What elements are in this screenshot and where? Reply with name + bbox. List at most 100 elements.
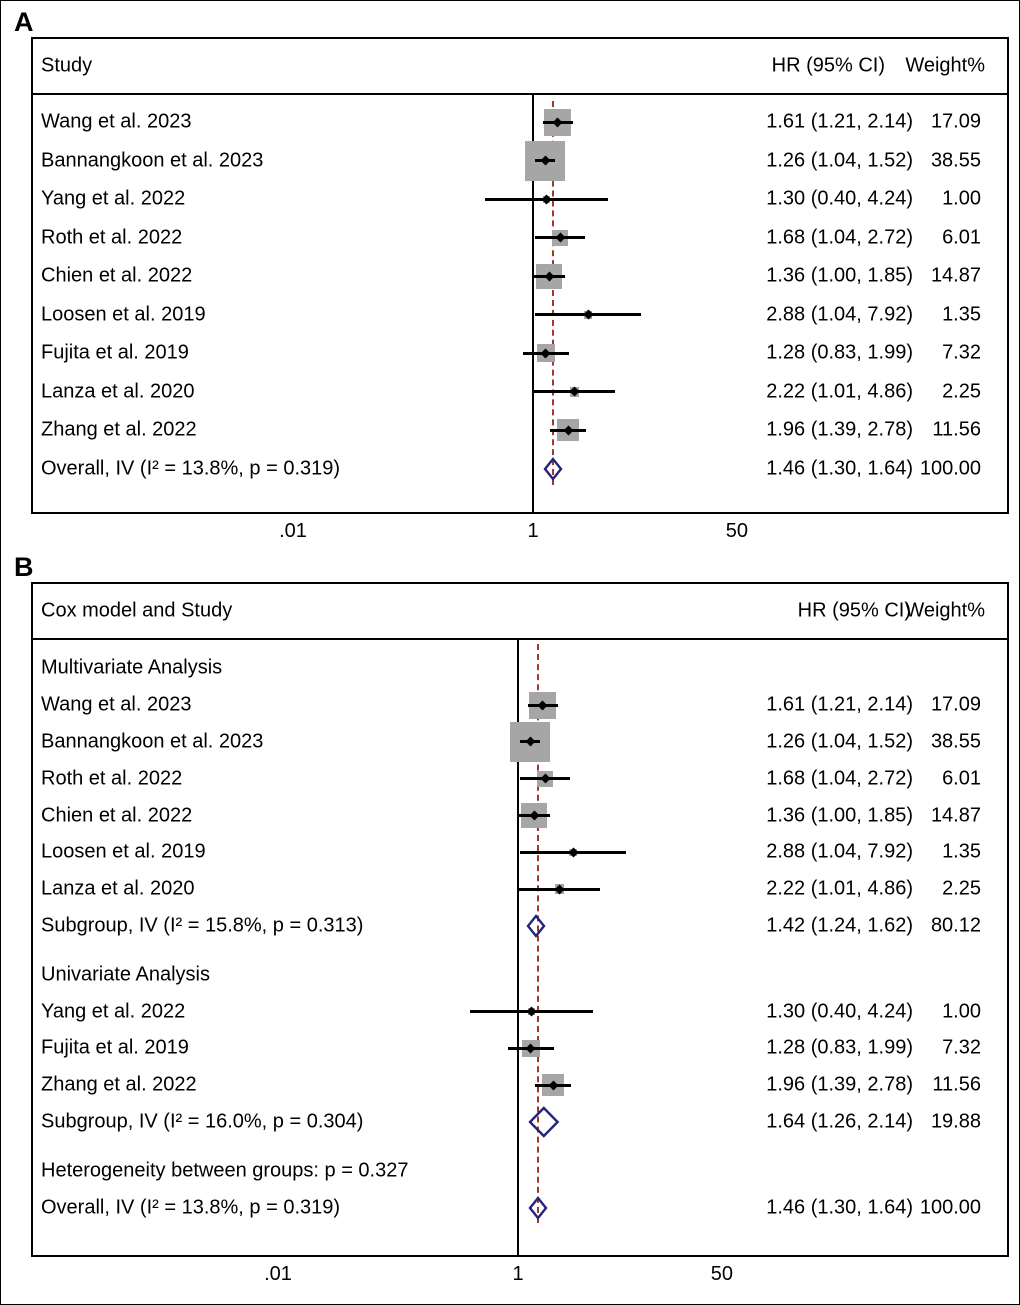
hr-value: 1.68 (1.04, 2.72) bbox=[766, 767, 913, 790]
point-marker bbox=[526, 1006, 537, 1017]
study-label: Chien et al. 2022 bbox=[41, 804, 193, 827]
overall-label: Overall, IV (I² = 13.8%, p = 0.319) bbox=[41, 1196, 341, 1219]
hr-value: 2.88 (1.04, 7.92) bbox=[766, 303, 913, 326]
weight-value: 38.55 bbox=[930, 730, 981, 753]
study-label: Wang et al. 2023 bbox=[41, 693, 192, 716]
row-spacer bbox=[33, 1140, 1007, 1152]
x-axis: .01 1 50 bbox=[31, 1257, 1007, 1295]
row-study: Fujita et al. 2019 1.28 (0.83, 1.99) 7.32 bbox=[33, 334, 1007, 373]
weight-value: 6.01 bbox=[942, 226, 981, 249]
axis-tick-label: 1 bbox=[527, 520, 539, 542]
weight-value: 2.25 bbox=[942, 380, 981, 403]
study-label: Fujita et al. 2019 bbox=[41, 341, 189, 364]
study-label: Bannangkoon et al. 2023 bbox=[41, 149, 264, 172]
study-label: Fujita et al. 2019 bbox=[41, 1036, 189, 1059]
hr-value: 1.96 (1.39, 2.78) bbox=[766, 418, 913, 441]
panel-b-section: B Cox model and Study HR (95% CI) Weight… bbox=[14, 552, 1009, 1295]
study-label: Loosen et al. 2019 bbox=[41, 303, 206, 326]
forest-rows: Multivariate Analysis Wang et al. 2023 1.6… bbox=[33, 640, 1007, 1255]
weight-value: 19.88 bbox=[930, 1110, 981, 1133]
row-study: Zhang et al. 2022 1.96 (1.39, 2.78) 11.56 bbox=[33, 1067, 1007, 1104]
hr-value: 1.28 (0.83, 1.99) bbox=[766, 341, 913, 364]
hr-value: 2.88 (1.04, 7.92) bbox=[766, 840, 913, 863]
hr-value: 1.64 (1.26, 2.14) bbox=[766, 1110, 913, 1133]
study-label: Roth et al. 2022 bbox=[41, 767, 183, 790]
x-axis: .01 1 50 bbox=[31, 514, 1007, 552]
hr-value: 2.22 (1.01, 4.86) bbox=[766, 877, 913, 900]
pooled-diamond bbox=[528, 1195, 548, 1220]
study-label: Lanza et al. 2020 bbox=[41, 877, 195, 900]
weight-value: 1.35 bbox=[942, 840, 981, 863]
row-study: Chien et al. 2022 1.36 (1.00, 1.85) 14.87 bbox=[33, 257, 1007, 296]
hr-value: 1.42 (1.24, 1.62) bbox=[766, 914, 913, 937]
hr-value: 1.61 (1.21, 2.14) bbox=[766, 693, 913, 716]
study-label: Yang et al. 2022 bbox=[41, 1000, 186, 1023]
axis-tick-label: 50 bbox=[725, 520, 748, 542]
pooled-diamond bbox=[543, 456, 563, 481]
subgroup-label: Subgroup, IV (I² = 16.0%, p = 0.304) bbox=[41, 1110, 364, 1133]
pooled-effect-line bbox=[551, 101, 554, 485]
row-study: Roth et al. 2022 1.68 (1.04, 2.72) 6.01 bbox=[33, 760, 1007, 797]
weight-value: 100.00 bbox=[919, 457, 981, 480]
hr-value: 1.46 (1.30, 1.64) bbox=[766, 1196, 913, 1219]
row-study: Wang et al. 2023 1.61 (1.21, 2.14) 17.09 bbox=[33, 687, 1007, 724]
forest-rows: Wang et al. 2023 1.61 (1.21, 2.14) 17.09 Ba… bbox=[33, 95, 1007, 512]
weight-value: 14.87 bbox=[930, 804, 981, 827]
weight-value: 11.56 bbox=[932, 1073, 981, 1096]
row-study: Zhang et al. 2022 1.96 (1.39, 2.78) 11.56 bbox=[33, 411, 1007, 450]
panel-b-header: Cox model and Study HR (95% CI) Weight% bbox=[33, 584, 1007, 640]
hr-column-header: HR (95% CI) bbox=[797, 599, 911, 622]
row-study: Lanza et al. 2020 2.22 (1.01, 4.86) 2.25 bbox=[33, 373, 1007, 412]
hr-value: 1.30 (0.40, 4.24) bbox=[766, 1000, 913, 1023]
weight-value: 17.09 bbox=[930, 110, 981, 133]
study-label: Lanza et al. 2020 bbox=[41, 380, 195, 403]
panel-a-label: A bbox=[14, 7, 34, 37]
row-group: Multivariate Analysis bbox=[33, 650, 1007, 687]
row-study: Lanza et al. 2020 2.22 (1.01, 4.86) 2.25 bbox=[33, 871, 1007, 908]
weight-value: 100.00 bbox=[919, 1196, 981, 1219]
study-label: Yang et al. 2022 bbox=[41, 187, 186, 210]
row-study: Yang et al. 2022 1.30 (0.40, 4.24) 1.00 bbox=[33, 180, 1007, 219]
panel-a-section: A Study HR (95% CI) Weight% Wang et al. … bbox=[14, 7, 1009, 552]
pooled-diamond bbox=[528, 1106, 560, 1138]
hr-value: 1.36 (1.00, 1.85) bbox=[766, 804, 913, 827]
axis-tick-label: 1 bbox=[512, 1262, 524, 1285]
hr-column-header: HR (95% CI) bbox=[771, 54, 885, 77]
row-subgroup: Subgroup, IV (I² = 16.0%, p = 0.304) 1.64… bbox=[33, 1104, 1007, 1141]
study-label: Loosen et al. 2019 bbox=[41, 840, 206, 863]
row-study: Loosen et al. 2019 2.88 (1.04, 7.92) 1.35 bbox=[33, 296, 1007, 335]
weight-column-header: Weight% bbox=[905, 54, 985, 77]
hr-value: 1.36 (1.00, 1.85) bbox=[766, 264, 913, 287]
panel-b-plot: Cox model and Study HR (95% CI) Weight% … bbox=[31, 582, 1009, 1257]
hr-value: 1.28 (0.83, 1.99) bbox=[766, 1036, 913, 1059]
hr-value: 1.30 (0.40, 4.24) bbox=[766, 187, 913, 210]
hr-value: 1.46 (1.30, 1.64) bbox=[766, 457, 913, 480]
row-spacer bbox=[33, 944, 1007, 956]
weight-value: 2.25 bbox=[942, 877, 981, 900]
hr-value: 1.68 (1.04, 2.72) bbox=[766, 226, 913, 249]
row-study: Roth et al. 2022 1.68 (1.04, 2.72) 6.01 bbox=[33, 219, 1007, 258]
weight-value: 1.35 bbox=[942, 303, 981, 326]
row-subgroup: Subgroup, IV (I² = 15.8%, p = 0.313) 1.42… bbox=[33, 908, 1007, 945]
weight-value: 7.32 bbox=[942, 341, 981, 364]
row-study: Fujita et al. 2019 1.28 (0.83, 1.99) 7.32 bbox=[33, 1030, 1007, 1067]
hr-value: 1.26 (1.04, 1.52) bbox=[766, 730, 913, 753]
hr-value: 1.61 (1.21, 2.14) bbox=[766, 110, 913, 133]
study-label: Roth et al. 2022 bbox=[41, 226, 183, 249]
null-line bbox=[517, 640, 519, 1255]
hr-value: 1.96 (1.39, 2.78) bbox=[766, 1073, 913, 1096]
row-study: Yang et al. 2022 1.30 (0.40, 4.24) 1.00 bbox=[33, 993, 1007, 1030]
group-label: Univariate Analysis bbox=[41, 963, 210, 986]
row-group: Univariate Analysis bbox=[33, 956, 1007, 993]
study-label: Chien et al. 2022 bbox=[41, 264, 193, 287]
hr-value: 1.26 (1.04, 1.52) bbox=[766, 149, 913, 172]
row-overall: Overall, IV (I² = 13.8%, p = 0.319) 1.46 … bbox=[33, 1189, 1007, 1226]
panel-b-label: B bbox=[14, 552, 34, 582]
null-line bbox=[532, 95, 534, 512]
panel-a-header: Study HR (95% CI) Weight% bbox=[33, 39, 1007, 95]
weight-value: 11.56 bbox=[932, 418, 981, 441]
subgroup-label: Subgroup, IV (I² = 15.8%, p = 0.313) bbox=[41, 914, 364, 937]
weight-value: 1.00 bbox=[942, 1000, 981, 1023]
weight-value: 17.09 bbox=[930, 693, 981, 716]
